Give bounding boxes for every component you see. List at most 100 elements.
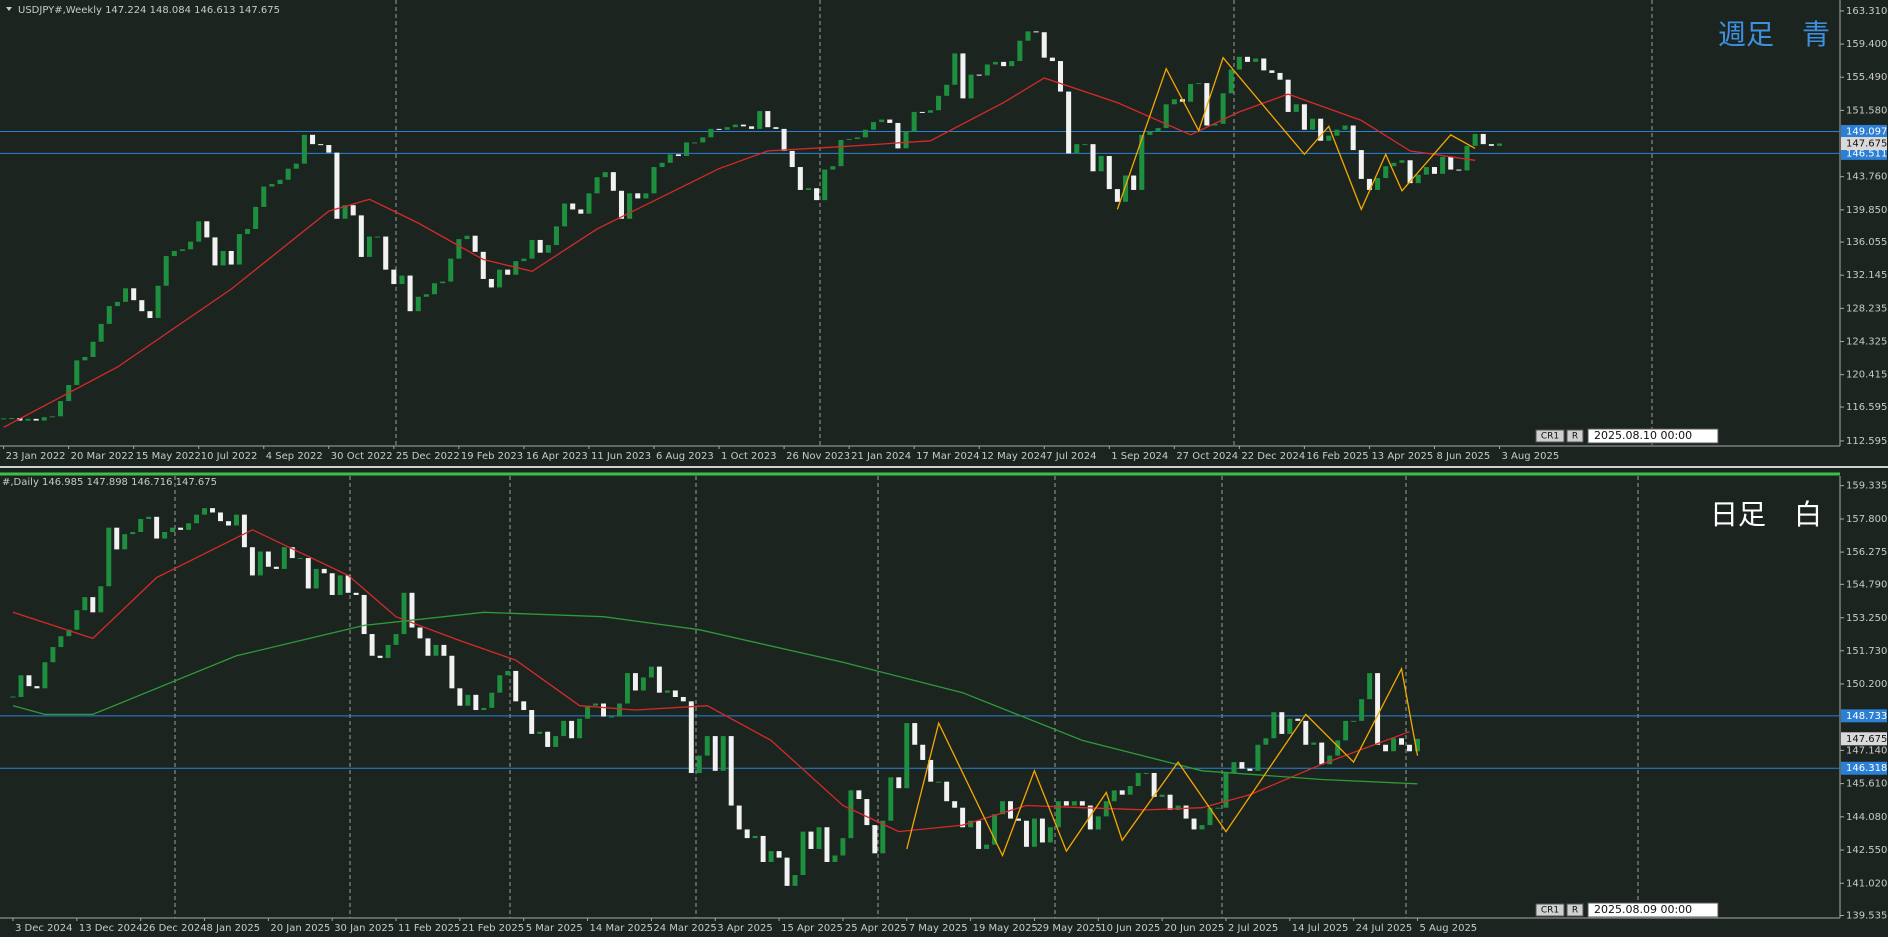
y-tick-label: 144.080: [1846, 812, 1887, 823]
candle: [1127, 786, 1133, 795]
candle: [545, 731, 551, 747]
x-tick-label: 10 Jun 2025: [1100, 923, 1160, 934]
candle: [473, 694, 479, 711]
candle: [757, 111, 763, 129]
candle: [1147, 131, 1153, 135]
candle: [220, 250, 226, 266]
corner-button[interactable]: [1535, 429, 1565, 443]
candle: [497, 675, 503, 693]
candle: [724, 127, 730, 130]
candle: [122, 534, 128, 550]
candle: [864, 799, 870, 826]
candle: [472, 235, 478, 252]
candle: [784, 857, 790, 886]
corner-button-label[interactable]: R: [1572, 432, 1578, 442]
x-tick-label: 7 Jul 2024: [1046, 451, 1096, 462]
candle: [1223, 772, 1229, 808]
candle: [417, 627, 423, 639]
candle: [1111, 790, 1117, 802]
y-tick-label: 159.400: [1846, 39, 1887, 50]
menu-arrow[interactable]: [6, 7, 12, 11]
candle: [895, 122, 901, 149]
candle: [1415, 738, 1420, 752]
candle: [656, 666, 662, 693]
corner-button[interactable]: [1566, 429, 1584, 443]
candle: [561, 720, 567, 737]
y-tick-label: 153.250: [1846, 613, 1887, 624]
candle: [1334, 129, 1340, 136]
candle: [10, 696, 16, 698]
candle: [440, 281, 446, 284]
candle: [680, 697, 686, 702]
candle: [334, 152, 340, 219]
candle: [1456, 169, 1462, 171]
y-tick-label: 139.535: [1846, 911, 1887, 922]
candle: [1135, 772, 1141, 787]
candle: [1464, 145, 1470, 171]
candle: [984, 844, 990, 849]
candle: [936, 781, 942, 783]
candle: [1415, 174, 1421, 184]
indicator-line: [12, 529, 1410, 833]
candle: [664, 690, 670, 693]
candle: [131, 288, 137, 301]
candle: [1039, 818, 1045, 843]
y-tick-label: 150.200: [1846, 679, 1887, 690]
corner-button[interactable]: [1535, 903, 1565, 917]
candle: [577, 718, 583, 739]
x-tick-label: 14 Mar 2025: [590, 923, 653, 934]
y-tick-label: 124.325: [1846, 336, 1887, 347]
x-tick-label: 27 Oct 2024: [1176, 451, 1238, 462]
candle: [269, 183, 275, 187]
corner-button[interactable]: [1566, 903, 1584, 917]
corner-button-label[interactable]: CR1: [1541, 906, 1559, 916]
candle: [1063, 801, 1069, 806]
candle: [816, 827, 822, 849]
corner-button-label[interactable]: R: [1572, 906, 1578, 916]
x-tick-label: 17 Mar 2024: [916, 451, 979, 462]
candle: [708, 128, 714, 138]
timestamp: 2025.08.09 00:00: [1594, 903, 1692, 916]
candle: [1098, 156, 1104, 172]
candle: [179, 249, 185, 251]
candle: [1311, 742, 1317, 745]
candle: [1496, 143, 1503, 146]
indicator-line: [12, 611, 1418, 785]
candle: [194, 514, 200, 524]
price-tag: [1841, 124, 1887, 138]
candle: [313, 568, 319, 589]
x-tick-label: 15 May 2022: [136, 451, 201, 462]
x-tick-label: 30 Oct 2022: [331, 451, 393, 462]
candle: [768, 851, 774, 862]
x-tick-label: 10 Jul 2022: [201, 451, 258, 462]
candle: [281, 547, 287, 569]
candle: [968, 820, 974, 828]
candle: [415, 296, 421, 312]
candle: [1301, 104, 1307, 130]
x-tick-label: 1 Oct 2023: [721, 451, 776, 462]
candle: [253, 206, 259, 229]
candle: [1488, 144, 1494, 146]
candle: [25, 418, 31, 421]
candle: [1155, 128, 1161, 132]
candle: [570, 203, 576, 210]
candle: [186, 523, 192, 530]
candle: [830, 166, 836, 170]
candle: [1366, 178, 1372, 190]
candle: [712, 736, 718, 771]
candle: [433, 644, 439, 656]
candle: [1375, 178, 1381, 190]
candle: [241, 514, 247, 548]
candle: [919, 111, 925, 113]
candle: [984, 64, 990, 76]
candle: [976, 820, 982, 849]
x-tick-label: 25 Apr 2025: [845, 923, 907, 934]
corner-button-label[interactable]: CR1: [1541, 432, 1559, 442]
candle: [218, 512, 223, 522]
x-tick-label: 19 May 2025: [973, 923, 1038, 934]
candle: [155, 285, 161, 318]
candle: [318, 144, 324, 146]
x-tick-label: 1 Sep 2024: [1111, 451, 1168, 462]
candle: [1480, 133, 1486, 145]
